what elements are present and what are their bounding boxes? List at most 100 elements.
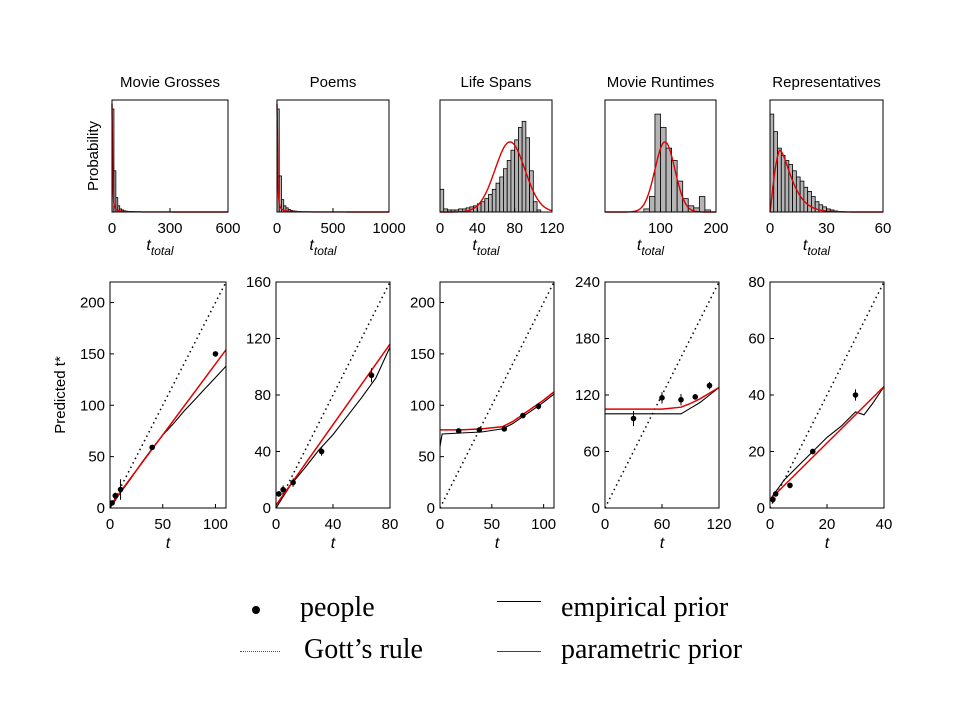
- people-point: [280, 486, 286, 493]
- hist-bar: [777, 147, 782, 213]
- hist-bar: [488, 194, 493, 213]
- y-tick-label: 100: [80, 397, 105, 414]
- gott-rule-line: [276, 282, 390, 508]
- prediction-panel-4: 0 20 40 0 20 40 60 80 t: [748, 274, 892, 552]
- hist-bar: [491, 188, 497, 213]
- people-point: [117, 486, 124, 493]
- y-tick-label: 150: [80, 346, 105, 363]
- x-tick-label: 600: [215, 220, 240, 237]
- legend-people-label: people: [300, 592, 375, 623]
- hist-bar: [510, 149, 516, 213]
- x-tick-label: 200: [703, 220, 728, 237]
- x-tick-label: 0: [436, 516, 444, 533]
- x-tick-label: 120: [706, 516, 731, 533]
- people-point: [212, 351, 219, 357]
- hist-bar: [811, 196, 816, 213]
- axes-frame: [439, 99, 553, 213]
- people-point: [520, 412, 526, 419]
- x-axis-label-subscript: total: [641, 244, 664, 258]
- y-tick-label: 0: [427, 500, 435, 517]
- people-point: [692, 394, 699, 400]
- x-tick-label: 60: [875, 220, 892, 237]
- plot-area: [440, 282, 554, 508]
- hist-bar: [439, 188, 445, 213]
- hist-bar: [649, 196, 656, 213]
- panel-title: Movie Grosses: [120, 74, 220, 91]
- panel-title: Poems: [310, 74, 357, 91]
- y-tick-label: 120: [575, 387, 600, 404]
- panel-title: Movie Runtimes: [607, 74, 715, 91]
- empirical-prior-line: [605, 387, 719, 415]
- parametric-prior-line: [440, 391, 554, 431]
- panel-title: Life Spans: [461, 74, 532, 91]
- hist-panel-1: 0 500 1000 Poems ttotal: [273, 74, 406, 258]
- people-point: [787, 482, 793, 489]
- x-tick-label: 0: [436, 220, 444, 237]
- empirical-prior-line: [770, 386, 884, 500]
- hist-bar: [807, 190, 812, 213]
- plot-area: [770, 282, 884, 508]
- empirical-prior-line: [440, 393, 554, 447]
- hist-panel-4: 0 30 60 Representatives ttotal: [766, 74, 892, 258]
- people-marker-icon: [252, 605, 260, 614]
- axes-frame: [111, 99, 229, 213]
- x-tick-label: 0: [766, 220, 774, 237]
- parametric-line-icon: [497, 651, 541, 653]
- hist-bar: [518, 127, 523, 213]
- x-tick-label: 100: [648, 220, 673, 237]
- people-point: [659, 395, 665, 401]
- y-tick-label: 0: [592, 500, 600, 517]
- hist-bar: [814, 201, 820, 213]
- x-tick-label: 50: [154, 516, 171, 533]
- prediction-panel-1: 0 40 80 0 40 80 120 160 t: [246, 274, 398, 552]
- axes-frame: [439, 281, 555, 509]
- x-axis-label: ttotal: [803, 237, 830, 258]
- legend-empirical: empirical prior: [497, 592, 728, 624]
- hist-bar: [480, 201, 486, 213]
- y-tick-label: 180: [575, 331, 600, 348]
- x-tick-label: 40: [469, 220, 486, 237]
- x-axis-label-subscript: total: [477, 244, 500, 258]
- parametric-prior-line: [770, 385, 884, 501]
- plot-area: [276, 282, 390, 508]
- hist-bar: [698, 196, 706, 213]
- people-point: [455, 428, 462, 434]
- x-axis-label-subscript: total: [807, 244, 830, 258]
- hist-panel-3: 100 200 Movie Runtimes ttotal: [604, 74, 729, 258]
- prediction-panel-2: 0 50 100 0 50 100 150 200 t: [410, 281, 556, 552]
- plot-area: [110, 282, 226, 508]
- x-axis-label-subscript: total: [314, 244, 337, 258]
- empirical-line-icon: [497, 601, 541, 603]
- hist-bar: [495, 182, 501, 213]
- y-tick-label: 200: [410, 295, 435, 312]
- y-tick-label: 0: [97, 500, 105, 517]
- y-tick-label: 80: [748, 274, 765, 291]
- people-point: [290, 479, 296, 486]
- gott-rule-line: [770, 282, 884, 508]
- panel-title: Representatives: [772, 74, 880, 91]
- x-tick-label: 120: [539, 220, 564, 237]
- x-axis-label: ttotal: [472, 237, 499, 258]
- x-tick-label: 0: [106, 516, 114, 533]
- x-tick-label: 1000: [372, 220, 405, 237]
- x-tick-label: 0: [272, 516, 280, 533]
- people-point: [706, 382, 713, 389]
- hist-bar: [499, 176, 504, 213]
- hist-bar: [532, 201, 538, 213]
- people-point: [678, 396, 684, 403]
- x-axis-label: t: [331, 535, 336, 552]
- x-tick-label: 40: [325, 516, 342, 533]
- legend-parametric: parametric prior: [497, 634, 742, 666]
- legend-gott: Gott’s rule: [240, 634, 423, 666]
- people-point: [809, 448, 816, 455]
- people-point: [368, 372, 375, 379]
- x-tick-label: 20: [819, 516, 836, 533]
- legend-parametric-label: parametric prior: [561, 634, 743, 665]
- hist-panel-0: 0 300 600 Movie Grosses ttotal Probability: [85, 74, 241, 258]
- x-axis-label-subscript: total: [151, 244, 174, 258]
- axes-frame: [109, 281, 227, 509]
- x-axis-label: ttotal: [309, 237, 336, 258]
- hist-bar: [503, 168, 508, 213]
- people-point: [630, 415, 637, 422]
